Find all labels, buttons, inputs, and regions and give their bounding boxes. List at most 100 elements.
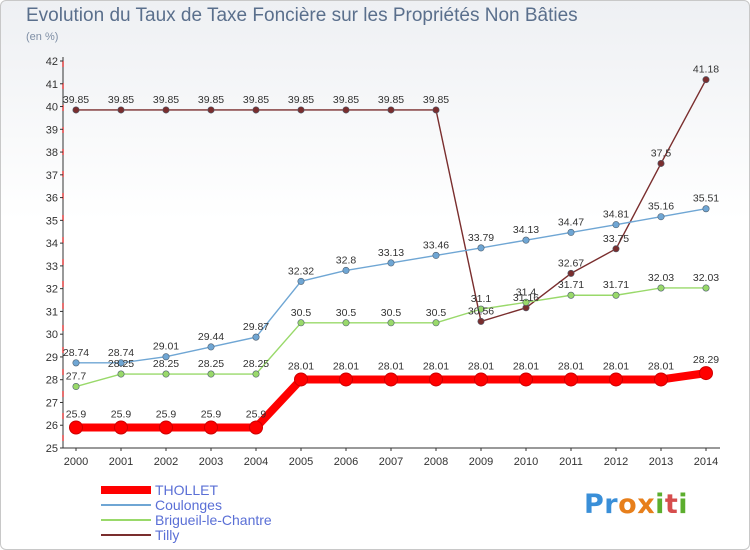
y-tick-label: 30 — [46, 329, 58, 341]
data-point — [612, 221, 620, 229]
data-point — [612, 291, 620, 299]
data-point — [387, 319, 395, 327]
data-label: 33.46 — [423, 239, 449, 251]
data-label: 28.25 — [243, 358, 269, 370]
y-tick-label: 32 — [46, 284, 58, 296]
data-label: 35.51 — [693, 193, 719, 205]
data-label: 28.01 — [513, 360, 539, 372]
data-point — [252, 370, 260, 378]
y-tick-label: 33 — [46, 261, 58, 273]
x-tick-label: 2010 — [514, 456, 538, 468]
data-label: 28.01 — [648, 360, 674, 372]
data-point — [342, 266, 350, 274]
data-point — [477, 305, 485, 313]
x-tick-label: 2007 — [379, 456, 403, 468]
data-point — [432, 106, 440, 114]
data-point — [162, 106, 170, 114]
data-label: 35.16 — [648, 201, 674, 213]
data-point — [609, 372, 623, 387]
y-tick-label: 31 — [46, 306, 58, 318]
data-point — [387, 106, 395, 114]
y-tick-label: 39 — [46, 124, 58, 136]
data-label: 25.9 — [66, 409, 87, 421]
data-label: 28.74 — [108, 347, 134, 359]
data-label: 28.01 — [558, 360, 584, 372]
data-point — [612, 245, 620, 253]
data-point — [69, 420, 83, 435]
data-label: 33.75 — [603, 233, 629, 245]
data-point — [72, 106, 80, 114]
data-label: 32.32 — [288, 265, 314, 277]
data-label: 33.79 — [468, 232, 494, 244]
data-label: 32.8 — [336, 254, 357, 266]
legend-label: Tilly — [155, 527, 179, 543]
x-tick-label: 2012 — [604, 456, 628, 468]
y-tick-label: 27 — [46, 397, 58, 409]
data-label: 39.85 — [108, 94, 134, 106]
data-label: 34.81 — [603, 209, 629, 221]
data-label: 28.01 — [288, 360, 314, 372]
data-label: 30.5 — [291, 307, 312, 319]
data-point — [297, 319, 305, 327]
x-tick-label: 2014 — [694, 456, 718, 468]
logo-letter: r — [604, 489, 619, 520]
data-point — [702, 205, 710, 213]
data-point — [252, 333, 260, 341]
y-tick-label: 42 — [46, 56, 58, 68]
data-label: 34.13 — [513, 224, 539, 236]
data-point — [519, 372, 533, 387]
y-tick-label: 26 — [46, 420, 58, 432]
data-label: 34.47 — [558, 216, 584, 228]
x-tick-label: 2001 — [109, 456, 133, 468]
data-point — [207, 343, 215, 351]
data-point — [204, 420, 218, 435]
y-tick-label: 36 — [46, 193, 58, 205]
data-point — [522, 236, 530, 244]
x-tick-label: 2003 — [199, 456, 223, 468]
data-point — [567, 291, 575, 299]
data-point — [657, 284, 665, 292]
y-tick-label: 29 — [46, 352, 58, 364]
data-point — [657, 159, 665, 167]
data-label: 28.01 — [603, 360, 629, 372]
data-label: 28.25 — [198, 358, 224, 370]
data-point — [249, 420, 263, 435]
x-tick-label: 2002 — [154, 456, 178, 468]
data-point — [297, 277, 305, 285]
data-label: 28.01 — [468, 360, 494, 372]
logo-letter: i — [678, 489, 689, 520]
data-point — [162, 353, 170, 361]
data-point — [564, 372, 578, 387]
data-point — [702, 76, 710, 84]
data-point — [657, 213, 665, 221]
data-label: 30.56 — [468, 305, 494, 317]
x-tick-label: 2008 — [424, 456, 448, 468]
y-tick-label: 38 — [46, 147, 58, 159]
data-label: 39.85 — [243, 94, 269, 106]
data-point — [72, 383, 80, 391]
data-label: 28.29 — [693, 354, 719, 366]
proxiti-logo: Proxiti — [584, 489, 688, 520]
x-tick-label: 2011 — [559, 456, 583, 468]
data-point — [114, 420, 128, 435]
data-point — [432, 319, 440, 327]
data-label: 27.7 — [66, 371, 87, 383]
legend-label: Brigueil-le-Chantre — [155, 512, 272, 528]
logo-letter: x — [637, 489, 656, 520]
data-point — [699, 366, 713, 381]
logo-letter: i — [655, 489, 665, 520]
data-label: 30.5 — [426, 307, 447, 319]
data-point — [117, 106, 125, 114]
data-point — [294, 372, 308, 387]
data-point — [297, 106, 305, 114]
data-label: 31.71 — [558, 279, 584, 291]
logo-letter: o — [618, 489, 638, 520]
y-tick-label: 25 — [46, 443, 58, 455]
data-point — [429, 372, 443, 387]
data-label: 31.71 — [603, 279, 629, 291]
logo-letter: t — [664, 489, 679, 520]
data-point — [474, 372, 488, 387]
data-label: 41.18 — [693, 64, 719, 76]
chart-title: Evolution du Taux de Taxe Foncière sur l… — [26, 5, 578, 26]
